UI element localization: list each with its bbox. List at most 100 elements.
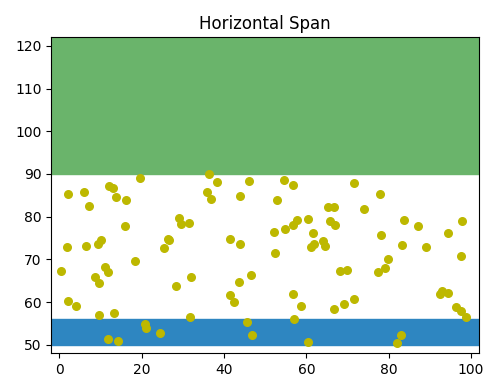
Point	[376, 191, 384, 197]
Point	[226, 236, 234, 242]
Point	[131, 258, 139, 264]
Point	[112, 194, 120, 200]
Point	[104, 269, 112, 276]
Point	[290, 316, 298, 322]
Point	[288, 182, 296, 188]
Point	[292, 217, 300, 223]
Point	[172, 283, 180, 289]
Point	[236, 279, 244, 285]
Point	[136, 175, 144, 181]
Point	[330, 306, 338, 312]
Point	[308, 243, 316, 250]
Point	[282, 226, 290, 232]
Point	[360, 206, 368, 212]
Point	[121, 223, 129, 229]
Point	[396, 332, 404, 338]
Point	[376, 232, 384, 238]
Point	[204, 189, 212, 195]
Point	[142, 320, 150, 327]
Point	[248, 332, 256, 339]
Point	[304, 338, 312, 345]
Point	[444, 290, 452, 296]
Point	[92, 274, 100, 280]
Point	[400, 217, 408, 223]
Point	[156, 330, 164, 336]
Point	[332, 221, 340, 228]
Point	[96, 280, 104, 287]
Point	[444, 230, 452, 236]
Point	[178, 221, 186, 228]
Point	[95, 312, 103, 319]
Point	[98, 236, 106, 243]
Point	[394, 339, 402, 346]
Point	[110, 310, 118, 316]
Point	[64, 298, 72, 305]
Point	[340, 301, 348, 307]
Point	[280, 177, 287, 183]
Title: Horizontal Span: Horizontal Span	[200, 15, 331, 33]
Point	[58, 267, 66, 274]
Point	[458, 218, 466, 224]
Point	[105, 183, 113, 189]
Point	[214, 179, 222, 185]
Point	[319, 238, 327, 244]
Point	[452, 303, 460, 310]
Point	[101, 264, 109, 270]
Point	[336, 268, 344, 274]
Point	[72, 303, 80, 310]
Point	[414, 223, 422, 230]
Point	[248, 272, 256, 278]
Point	[84, 203, 92, 209]
Point	[94, 241, 102, 247]
Point	[462, 314, 470, 320]
Point	[342, 267, 350, 274]
Point	[205, 171, 213, 177]
Point	[104, 336, 112, 343]
Point	[310, 241, 318, 247]
Point	[142, 325, 150, 331]
Point	[246, 178, 254, 185]
Point	[350, 296, 358, 302]
Point	[324, 204, 332, 210]
Point	[374, 269, 382, 275]
Point	[122, 197, 130, 203]
Point	[382, 265, 390, 272]
Point	[330, 204, 338, 210]
Point	[270, 229, 278, 235]
Point	[230, 299, 238, 305]
Point	[271, 250, 279, 256]
Point	[384, 256, 392, 262]
Point	[326, 218, 334, 225]
Point	[273, 197, 281, 203]
Point	[186, 274, 194, 280]
Point	[236, 241, 244, 247]
Point	[243, 318, 251, 325]
Bar	[51, 319, 480, 345]
Point	[207, 196, 215, 202]
Bar	[51, 37, 480, 174]
Point	[458, 307, 466, 314]
Point	[164, 237, 172, 243]
Point	[398, 242, 406, 249]
Point	[290, 290, 298, 297]
Point	[350, 180, 358, 187]
Point	[458, 252, 466, 259]
Point	[226, 292, 234, 298]
Point	[108, 185, 116, 191]
Point	[297, 303, 305, 309]
Point	[82, 243, 90, 249]
Point	[164, 236, 172, 242]
Point	[422, 244, 430, 250]
Point	[80, 189, 88, 196]
Point	[63, 244, 71, 250]
Point	[438, 289, 446, 295]
Point	[289, 222, 297, 229]
Point	[114, 338, 122, 345]
Point	[186, 314, 194, 320]
Point	[160, 244, 168, 250]
Point	[236, 193, 244, 200]
Point	[436, 291, 444, 297]
Point	[304, 216, 312, 222]
Point	[310, 230, 318, 236]
Point	[174, 215, 182, 221]
